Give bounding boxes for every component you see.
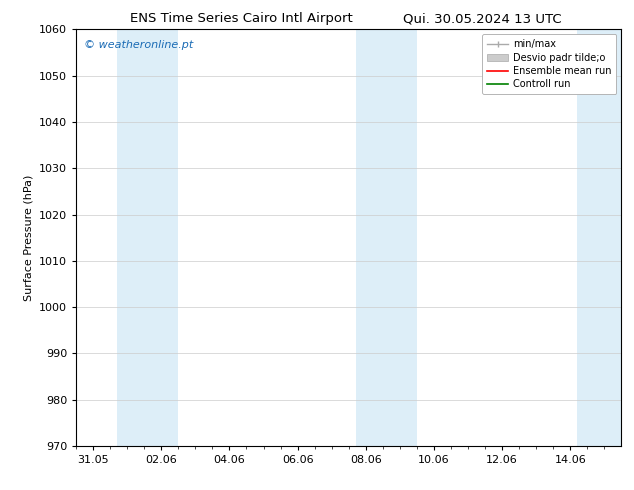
Bar	[577, 29, 621, 446]
Text: ENS Time Series Cairo Intl Airport: ENS Time Series Cairo Intl Airport	[129, 12, 353, 25]
Text: Qui. 30.05.2024 13 UTC: Qui. 30.05.2024 13 UTC	[403, 12, 561, 25]
Text: © weatheronline.pt: © weatheronline.pt	[84, 40, 193, 50]
Bar	[117, 29, 178, 446]
Bar	[356, 29, 417, 446]
Legend: min/max, Desvio padr tilde;o, Ensemble mean run, Controll run: min/max, Desvio padr tilde;o, Ensemble m…	[482, 34, 616, 94]
Y-axis label: Surface Pressure (hPa): Surface Pressure (hPa)	[23, 174, 34, 301]
